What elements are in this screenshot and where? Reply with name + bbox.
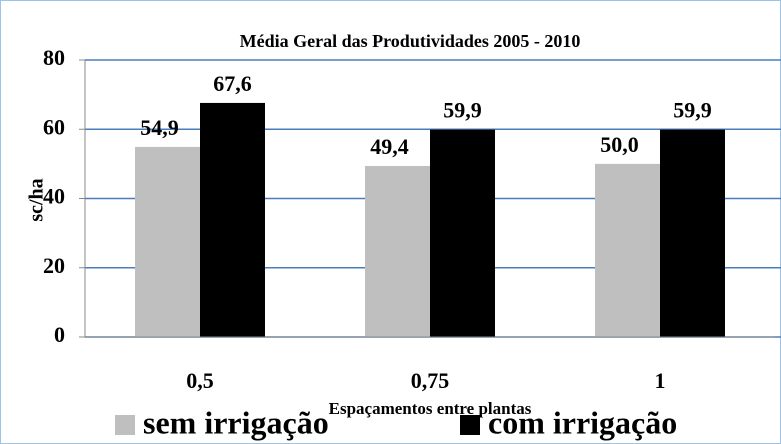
value-label: 59,9 [673,98,712,123]
y-tick-label: 20 [43,253,65,278]
y-tick-label: 60 [43,114,65,139]
x-tick-label: 0,5 [186,368,214,393]
value-label: 59,9 [443,98,482,123]
bar [200,102,265,337]
bar [135,146,200,337]
x-tick-label: 1 [655,368,666,393]
x-tick-label: 0,75 [411,368,450,393]
y-tick-label: 80 [43,45,65,70]
y-tick-label: 40 [43,184,65,209]
bar [660,129,725,337]
value-label: 54,9 [140,115,179,140]
y-tick-label: 0 [54,322,65,347]
bar [595,163,660,337]
legend-swatch [460,415,480,435]
legend-swatch [115,415,135,435]
chart-title: Média Geral das Produtividades 2005 - 20… [240,31,581,51]
bar [365,165,430,337]
bar [430,129,495,337]
value-label: 67,6 [213,71,252,96]
legend-label: sem irrigação [143,404,329,440]
legend-label: com irrigação [488,404,677,440]
value-label: 49,4 [370,134,409,159]
x-axis-title: Espaçamentos entre plantas [329,399,532,418]
value-label: 50,0 [600,132,639,157]
y-axis-title: sc/ha [26,178,48,221]
